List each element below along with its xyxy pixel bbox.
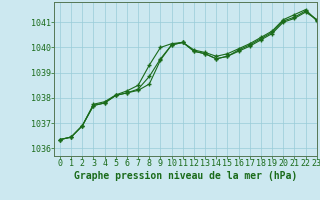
X-axis label: Graphe pression niveau de la mer (hPa): Graphe pression niveau de la mer (hPa) bbox=[74, 171, 297, 181]
